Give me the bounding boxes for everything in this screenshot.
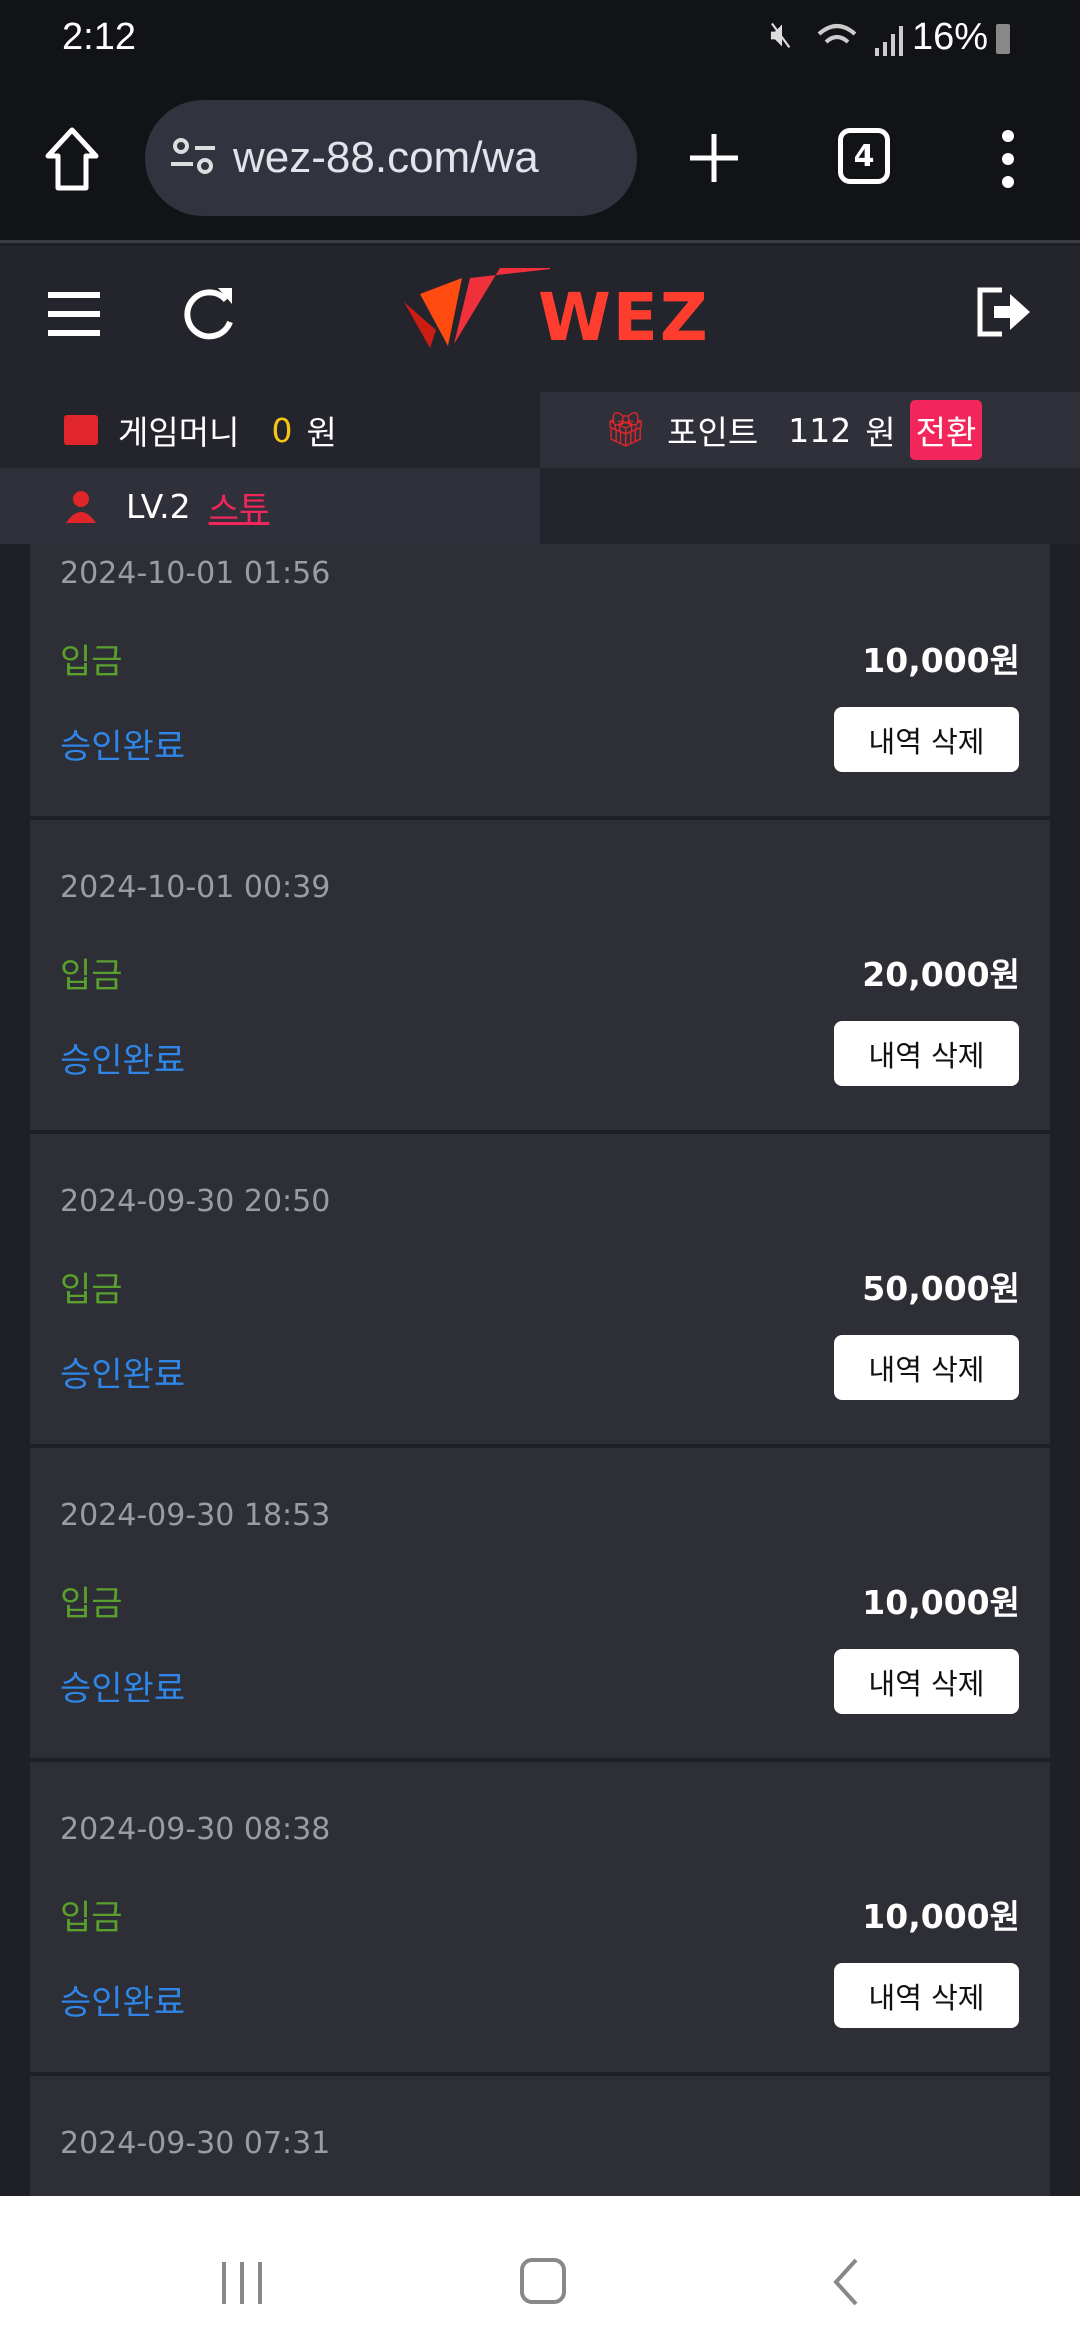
transaction-card: 2024-09-30 08:38 입금 10,000원 승인완료 내역 삭제: [30, 1762, 1050, 2072]
transaction-card: 2024-09-30 18:53 입금 10,000원 승인완료 내역 삭제: [30, 1448, 1050, 1758]
transaction-status: 승인완료: [60, 727, 186, 767]
point-label: 포인트: [667, 413, 759, 452]
gift-icon: 🎁︎: [604, 410, 648, 450]
transaction-amount: 10,000원: [862, 1583, 1020, 1622]
game-money-value: 0: [271, 410, 293, 450]
transaction-date: 2024-09-30 20:50: [60, 1184, 331, 1219]
game-money-label: 게임머니: [118, 413, 240, 452]
transaction-amount: 20,000원: [862, 955, 1020, 994]
point-unit: 원: [865, 413, 896, 452]
transaction-status: 승인완료: [60, 1355, 186, 1395]
refresh-icon[interactable]: [182, 284, 238, 344]
address-bar[interactable]: wez-88.com/wa: [145, 100, 637, 216]
transaction-type: 입금: [60, 1270, 123, 1310]
game-money-row: 게임머니 0 원: [0, 392, 540, 468]
transaction-type: 입금: [60, 642, 123, 682]
transaction-date: 2024-09-30 18:53: [60, 1498, 331, 1533]
battery-percent: 16%: [912, 16, 989, 58]
convert-button[interactable]: 전환: [909, 400, 983, 460]
transaction-status: 승인완료: [60, 1983, 186, 2023]
new-tab-icon[interactable]: [688, 132, 740, 184]
transaction-amount: 10,000원: [862, 641, 1020, 680]
transaction-type: 입금: [60, 956, 123, 996]
battery-icon: [996, 24, 1010, 54]
url-text: wez-88.com/wa: [233, 133, 539, 182]
site-header: WEZ: [0, 246, 1080, 392]
user-nickname[interactable]: 스튜: [208, 489, 270, 528]
transaction-date: 2024-09-30 07:31: [60, 2126, 331, 2161]
browser-toolbar: wez-88.com/wa 4: [0, 80, 1080, 243]
more-menu-icon[interactable]: [996, 126, 1020, 192]
info-filler: [540, 468, 1080, 544]
delete-history-button[interactable]: 내역 삭제: [834, 1335, 1019, 1400]
transaction-date: 2024-10-01 01:56: [60, 556, 331, 591]
clock: 2:12: [62, 16, 136, 58]
transaction-date: 2024-10-01 00:39: [60, 870, 331, 905]
mute-icon: 🔇︎: [770, 14, 793, 55]
delete-history-button[interactable]: 내역 삭제: [834, 1021, 1019, 1086]
home-nav-icon[interactable]: [520, 2258, 566, 2304]
transaction-type: 입금: [60, 1584, 123, 1624]
transaction-card: 2024-09-30 20:50 입금 50,000원 승인완료 내역 삭제: [30, 1134, 1050, 1444]
transaction-list[interactable]: 2024-10-01 01:56 입금 10,000원 승인완료 내역 삭제 202…: [0, 392, 1080, 2196]
transaction-date: 2024-09-30 08:38: [60, 1812, 331, 1847]
transaction-status: 승인완료: [60, 1041, 186, 1081]
logo-mark-icon: [404, 268, 550, 348]
transaction-amount: 50,000원: [862, 1269, 1020, 1308]
point-row: 🎁︎ 포인트 112 원 전환: [540, 392, 1080, 468]
wez-logo[interactable]: WEZ: [400, 268, 710, 358]
home-icon[interactable]: [44, 126, 100, 192]
logout-icon[interactable]: [976, 286, 1032, 338]
back-icon[interactable]: [830, 2256, 860, 2308]
delete-history-button[interactable]: 내역 삭제: [834, 1963, 1019, 2028]
wifi-signal-icon: [817, 24, 903, 56]
point-value: 112: [788, 410, 852, 450]
logo-text: WEZ: [538, 279, 710, 356]
transaction-amount: 10,000원: [862, 1897, 1020, 1936]
delete-history-button[interactable]: 내역 삭제: [834, 1649, 1019, 1714]
status-bar: 2:12 🔇︎ 16%: [0, 0, 1080, 80]
tab-switcher-button[interactable]: 4: [838, 128, 890, 184]
game-money-unit: 원: [306, 413, 337, 452]
menu-icon[interactable]: [48, 292, 100, 336]
transaction-type: 입금: [60, 1898, 123, 1938]
user-level: LV.2: [126, 486, 191, 526]
delete-history-button[interactable]: 내역 삭제: [834, 707, 1019, 772]
transaction-card: 2024-10-01 00:39 입금 20,000원 승인완료 내역 삭제: [30, 820, 1050, 1130]
user-icon: [66, 491, 96, 523]
wallet-icon: [64, 415, 98, 445]
site-settings-icon[interactable]: [171, 136, 215, 180]
recent-apps-icon[interactable]: [218, 2258, 268, 2308]
transaction-card: 2024-10-01 01:56 입금 10,000원 승인완료 내역 삭제: [30, 506, 1050, 816]
system-nav-bar: [0, 2196, 1080, 2340]
transaction-status: 승인완료: [60, 1669, 186, 1709]
level-row: LV.2 스튜: [0, 468, 540, 544]
transaction-card: 2024-09-30 07:31: [30, 2076, 1050, 2196]
